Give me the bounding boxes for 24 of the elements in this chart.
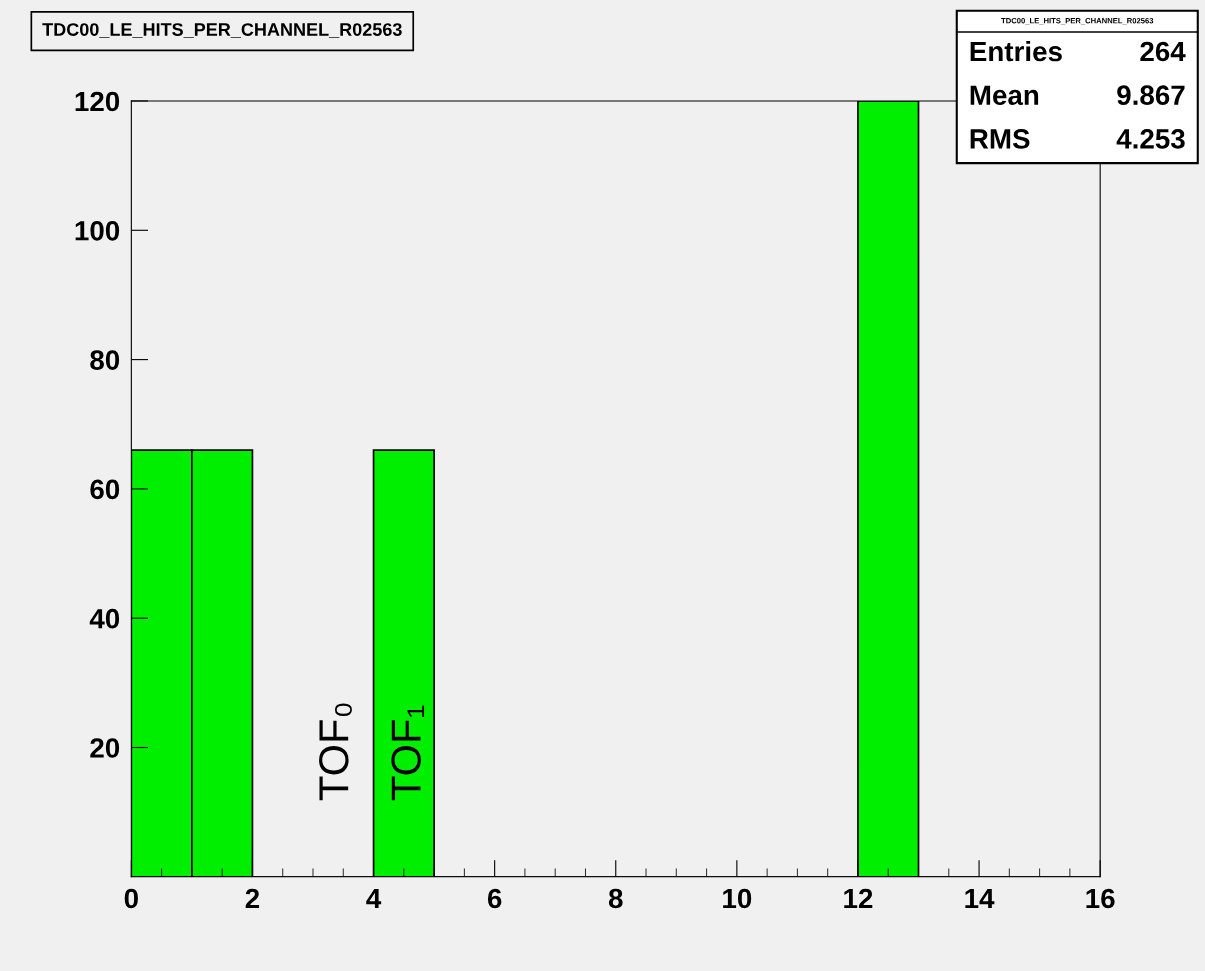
chart-title: TDC00_LE_HITS_PER_CHANNEL_R02563 — [42, 23, 402, 38]
text: 264 — [1140, 41, 1186, 62]
y-tick-label: 120 — [75, 91, 120, 112]
y-tick-label: 100 — [75, 220, 120, 241]
y-tick-label: 20 — [90, 738, 120, 758]
x-tick-label: 16 — [1086, 888, 1115, 909]
x-tick-label: 2 — [245, 888, 260, 909]
annotation: RMS — [970, 129, 1030, 149]
y-tick-label: 80 — [90, 350, 120, 370]
annotation: Mean — [970, 85, 1039, 106]
x-tick-label: 0 — [124, 888, 138, 909]
annotation: TOF₁ — [391, 705, 425, 801]
x-tick-label: 8 — [608, 888, 623, 909]
x-tick-label: 4 — [366, 888, 382, 909]
x-tick-label: 6 — [487, 888, 502, 909]
x-tick-label: 10 — [723, 888, 752, 909]
text: Entries — [970, 40, 1062, 62]
text: 4.253 — [1116, 129, 1185, 149]
x-tick-label: 12 — [844, 888, 873, 909]
annotation: TOF₀ — [319, 703, 352, 801]
y-tick-label: 60 — [90, 479, 120, 500]
x-tick-label: 14 — [965, 888, 995, 909]
y-tick-label: 40 — [89, 608, 120, 629]
text: 9.867 — [1117, 85, 1185, 106]
